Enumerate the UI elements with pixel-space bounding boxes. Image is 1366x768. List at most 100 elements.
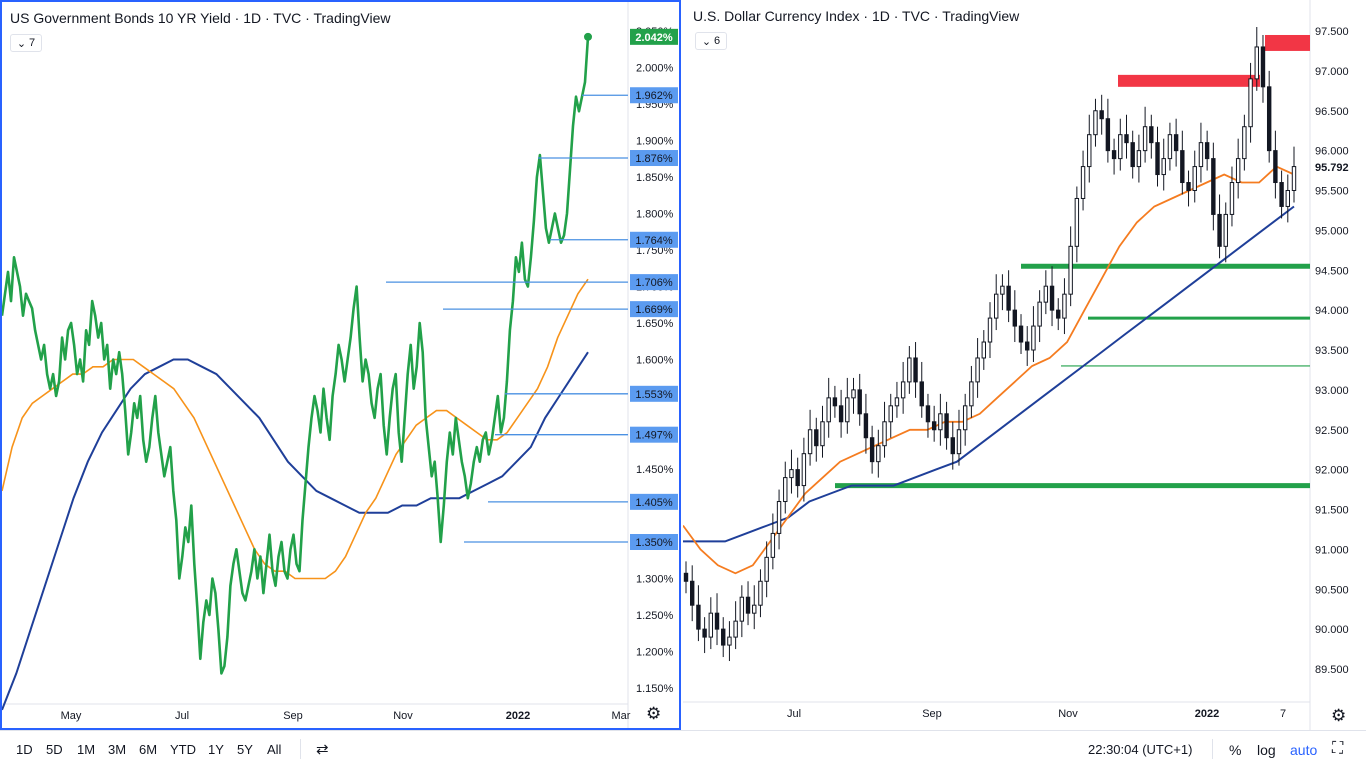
indicator-collapse-button[interactable]: ⌄ 7	[10, 34, 42, 52]
candle-body	[1105, 118, 1111, 152]
candle-body	[1018, 325, 1024, 343]
timeframe-5d[interactable]: 5D	[46, 742, 63, 757]
candle-body	[1173, 134, 1179, 152]
candle-body	[1068, 245, 1073, 295]
bond-yield-chart-pane[interactable]: 2.050%2.000%1.950%1.900%1.850%1.800%1.75…	[0, 0, 681, 730]
timeframe-all[interactable]: All	[267, 742, 282, 757]
timeframe-ytd[interactable]: YTD	[170, 742, 196, 757]
y-tick-label: 96.000	[1315, 146, 1349, 158]
x-tick-label: 7	[1280, 708, 1286, 720]
candle-body	[733, 620, 738, 638]
toolbar-divider	[1212, 739, 1213, 759]
candle-body	[764, 556, 769, 582]
timeframe-3m[interactable]: 3M	[108, 742, 127, 757]
candle-body	[882, 421, 887, 447]
candle-body	[1223, 213, 1228, 247]
candle-body	[900, 381, 906, 399]
candle-body	[1192, 166, 1197, 191]
candle-body	[838, 405, 844, 423]
timeframe-5y[interactable]: 5Y	[237, 742, 253, 757]
level-label: 1.669%	[635, 304, 673, 316]
candle-body	[876, 445, 881, 463]
candle-body	[845, 397, 850, 423]
y-tick-label: 94.000	[1315, 305, 1349, 317]
y-tick-label: 1.450%	[636, 464, 674, 476]
toolbar-divider	[300, 739, 301, 759]
fullscreen-icon[interactable]: ⛶	[1332, 740, 1344, 757]
y-tick-label: 91.500	[1315, 505, 1349, 517]
gear-icon[interactable]: ⚙	[646, 704, 662, 723]
x-tick-label: Sep	[922, 708, 942, 720]
candle-body	[1242, 126, 1247, 160]
timeframe-1d[interactable]: 1D	[16, 742, 33, 757]
candle-body	[783, 477, 788, 503]
y-tick-label: 1.150%	[636, 683, 674, 695]
gear-icon[interactable]: ⚙	[1331, 706, 1347, 725]
candle-body	[987, 317, 993, 343]
moving-average-50	[2, 278, 589, 580]
timeframe-6m[interactable]: 6M	[139, 742, 158, 757]
candle-body	[1273, 150, 1278, 184]
candle-body	[683, 572, 689, 582]
candle-body	[1198, 142, 1204, 168]
indicator-collapse-button[interactable]: ⌄ 6	[695, 32, 727, 50]
candle-body	[727, 636, 732, 646]
dxy-chart[interactable]: 97.500 97.000 96.500 96.000 95.500 95.000 94.5…	[683, 0, 1366, 730]
candle-body	[1229, 182, 1235, 215]
level-label-bg	[630, 426, 678, 443]
yield-line	[2, 36, 590, 675]
moving-average-200	[2, 351, 589, 711]
candle-body	[1025, 341, 1030, 351]
candle-body	[1012, 309, 1018, 327]
y-tick-label: 1.300%	[636, 574, 674, 586]
dxy-chart-pane[interactable]: 97.500 97.000 96.500 96.000 95.500 95.000 94.5…	[683, 0, 1366, 730]
candle-body	[1260, 46, 1266, 88]
current-price-bg	[1311, 159, 1365, 176]
candle-body	[1180, 150, 1185, 184]
candle-body	[1062, 293, 1067, 319]
bond-yield-chart[interactable]: 2.050%2.000%1.950%1.900%1.850%1.800%1.75…	[2, 2, 679, 728]
candle-body	[820, 421, 825, 447]
candle-body	[1006, 285, 1011, 311]
candle-body	[851, 389, 856, 399]
y-tick-label: 90.500	[1315, 584, 1349, 596]
candle-body	[814, 429, 819, 447]
dxy-chart-title: U.S. Dollar Currency Index · 1D · TVC · …	[693, 8, 1020, 24]
candle-body	[907, 357, 912, 383]
candle-body	[950, 437, 955, 455]
moving-average-50	[683, 165, 1295, 575]
level-label: 1.350%	[635, 537, 673, 549]
current-price-label: 95.792	[1315, 162, 1349, 174]
log-toggle[interactable]: log	[1257, 742, 1276, 758]
candle-body	[1142, 126, 1148, 152]
candle-body	[752, 604, 757, 614]
timeframe-1m[interactable]: 1M	[77, 742, 96, 757]
candle-body	[969, 381, 974, 407]
candle-body	[1000, 285, 1005, 295]
candle-body	[863, 413, 869, 439]
y-tick-label: 1.750%	[636, 245, 674, 257]
last-price-dot	[584, 32, 592, 41]
candle-body	[975, 357, 980, 383]
percent-toggle[interactable]: %	[1229, 742, 1242, 758]
y-tick-label: 1.800%	[636, 209, 674, 221]
candle-body	[795, 469, 800, 487]
compare-icon[interactable]: ⇄	[316, 741, 329, 758]
chevron-down-icon: ⌄	[701, 35, 712, 48]
y-tick-label: 97.000	[1315, 66, 1349, 78]
y-tick-label: 1.250%	[636, 610, 674, 622]
auto-toggle[interactable]: auto	[1290, 742, 1318, 758]
clock-time[interactable]: 22:30:04 (UTC+1)	[1088, 742, 1193, 757]
candle-body	[993, 293, 999, 319]
timeframe-1y[interactable]: 1Y	[208, 742, 224, 757]
x-tick-label: Nov	[1058, 708, 1078, 720]
candle-body	[776, 501, 782, 534]
candle-body	[956, 429, 962, 455]
current-price-bg	[630, 28, 678, 45]
candle-body	[721, 628, 726, 646]
bottom-toolbar: 1D 5D 1M 3M 6M YTD 1Y 5Y All ⇄ 22:30:04 …	[0, 730, 1366, 768]
candle-body	[869, 437, 875, 463]
level-label: 1.405%	[635, 497, 673, 509]
candle-body	[925, 405, 931, 423]
candle-body	[857, 389, 862, 415]
